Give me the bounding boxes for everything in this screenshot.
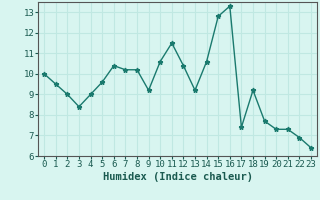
X-axis label: Humidex (Indice chaleur): Humidex (Indice chaleur) bbox=[103, 172, 252, 182]
